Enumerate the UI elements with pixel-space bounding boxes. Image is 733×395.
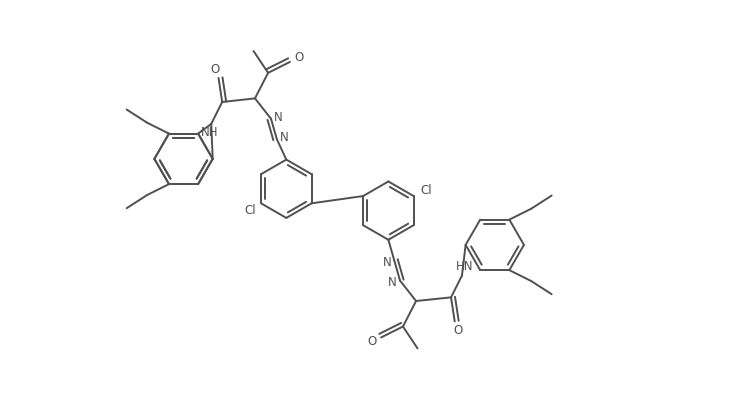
Text: HN: HN	[456, 260, 474, 273]
Text: O: O	[294, 51, 303, 64]
Text: N: N	[388, 276, 397, 289]
Text: N: N	[383, 256, 391, 269]
Text: Cl: Cl	[420, 184, 432, 197]
Text: O: O	[368, 335, 377, 348]
Text: O: O	[454, 324, 463, 337]
Text: N: N	[280, 131, 289, 144]
Text: NH: NH	[201, 126, 218, 139]
Text: O: O	[210, 63, 219, 76]
Text: Cl: Cl	[244, 204, 256, 217]
Text: N: N	[274, 111, 283, 124]
